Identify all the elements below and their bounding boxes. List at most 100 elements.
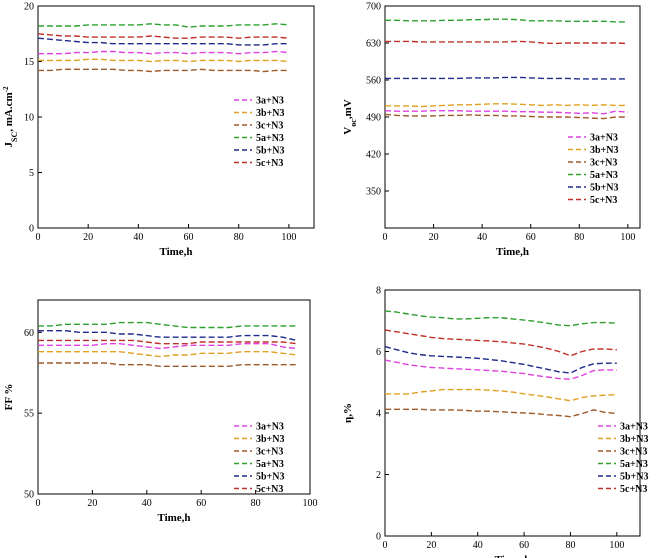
- x-tick-label: 80: [565, 540, 575, 551]
- legend-label: 3b+N3: [256, 434, 284, 445]
- y-tick-label: 700: [366, 2, 381, 13]
- x-tick-label: 20: [426, 540, 436, 551]
- x-tick-label: 40: [477, 232, 487, 243]
- legend-label: 3b+N3: [620, 434, 648, 445]
- series-line-5b+N3: [38, 330, 297, 342]
- x-tick-label: 100: [303, 498, 318, 509]
- x-axis-title: Time,h: [159, 246, 192, 258]
- x-tick-label: 100: [609, 540, 624, 551]
- x-tick-label: 80: [574, 232, 584, 243]
- series-line-3c+N3: [38, 362, 297, 367]
- series-line-5b+N3: [384, 345, 617, 374]
- y-axis-title: JSC, mA.cm-2: [2, 86, 19, 147]
- legend-label: 3b+N3: [590, 145, 618, 156]
- y-axis-title: η,%: [342, 403, 354, 423]
- legend-label: 3c+N3: [256, 447, 283, 458]
- legend-label: 3a+N3: [590, 133, 618, 144]
- y-axis-title: Voc,mV: [342, 99, 358, 134]
- series-line-3b+N3: [38, 351, 297, 358]
- plot-frame: [37, 299, 311, 495]
- y-tick-label: 20: [24, 2, 34, 13]
- legend-label: 5c+N3: [590, 195, 617, 206]
- x-tick-label: 80: [234, 232, 244, 243]
- series-line-5c+N3: [385, 40, 628, 45]
- y-tick-label: 350: [366, 187, 381, 198]
- series-line-3c+N3: [384, 113, 628, 120]
- legend-label: 5c+N3: [256, 158, 283, 169]
- legend-label: 5b+N3: [620, 472, 648, 483]
- series-line-3a+N3: [384, 359, 617, 380]
- legend-label: 5c+N3: [256, 484, 283, 495]
- x-tick-label: 0: [36, 232, 41, 243]
- y-tick-label: 0: [29, 224, 34, 235]
- x-tick-label: 100: [620, 232, 635, 243]
- chart-voc: 0 20 40 60 80 100 350 420 490 560 630 700 Time,h Voc,…: [342, 2, 641, 258]
- series-line-3c+N3: [385, 408, 617, 418]
- x-tick-label: 100: [281, 232, 296, 243]
- legend-label: 5a+N3: [256, 459, 284, 470]
- series-line-3a+N3: [38, 343, 297, 350]
- x-tick-label: 0: [383, 540, 388, 551]
- series-line-5c+N3: [38, 339, 297, 345]
- series-line-5b+N3: [385, 76, 628, 80]
- legend-label: 5b+N3: [256, 146, 284, 157]
- y-tick-label: 0: [376, 532, 381, 543]
- series-line-3c+N3: [38, 68, 289, 73]
- legend-label: 5a+N3: [620, 459, 648, 470]
- x-tick-label: 60: [519, 540, 529, 551]
- y-tick-label: 560: [366, 76, 381, 87]
- x-axis-title: Time, h: [495, 554, 531, 558]
- series-line-5a+N3: [38, 321, 297, 329]
- x-tick-label: 20: [429, 232, 439, 243]
- x-tick-label: 60: [526, 232, 536, 243]
- series-line-3b+N3: [385, 103, 628, 108]
- series-line-3b+N3: [385, 388, 617, 402]
- y-tick-label: 15: [24, 57, 34, 68]
- series-line-5a+N3: [384, 310, 617, 327]
- legend-label: 5b+N3: [256, 472, 284, 483]
- legend-label: 3a+N3: [256, 422, 284, 433]
- x-tick-label: 20: [87, 498, 97, 509]
- y-tick-label: 4: [376, 409, 381, 420]
- legend-label: 5b+N3: [590, 183, 618, 194]
- y-tick-label: 8: [376, 286, 381, 297]
- legend-label: 3a+N3: [256, 96, 284, 107]
- y-tick-label: 5: [29, 168, 34, 179]
- y-tick-label: 6: [376, 347, 381, 358]
- x-tick-label: 60: [184, 232, 194, 243]
- x-tick-label: 0: [383, 232, 388, 243]
- legend-label: 5c+N3: [620, 484, 647, 495]
- y-tick-label: 630: [366, 39, 381, 50]
- x-tick-label: 40: [142, 498, 152, 509]
- x-tick-label: 40: [473, 540, 483, 551]
- x-axis-title: Time,h: [496, 246, 529, 258]
- series-line-5c+N3: [384, 329, 617, 357]
- y-tick-label: 2: [376, 470, 381, 481]
- x-axis-title: Time,h: [157, 512, 190, 524]
- y-tick-label: 420: [366, 150, 381, 161]
- y-axis-title: FF %: [3, 384, 15, 411]
- x-tick-label: 20: [83, 232, 93, 243]
- series-line-5c+N3: [37, 33, 289, 39]
- y-tick-label: 490: [366, 113, 381, 124]
- y-tick-label: 50: [24, 490, 34, 501]
- y-tick-label: 10: [24, 113, 34, 124]
- series-line-3b+N3: [38, 58, 289, 63]
- y-tick-label: 60: [24, 328, 34, 339]
- chart-jsc: 0 20 40 60 80 100 0 5 10 15 20 Time,h JSC, mA.cm-2 3a…: [2, 2, 315, 258]
- legend-label: 3a+N3: [620, 422, 648, 433]
- series-line-5a+N3: [385, 18, 628, 23]
- series-line-3a+N3: [384, 109, 628, 115]
- x-tick-label: 40: [133, 232, 143, 243]
- x-tick-label: 60: [196, 498, 206, 509]
- series-line-3a+N3: [38, 50, 289, 55]
- legend-label: 5a+N3: [256, 133, 284, 144]
- series-line-5a+N3: [38, 23, 289, 28]
- x-tick-label: 80: [251, 498, 261, 509]
- series-line-5b+N3: [37, 37, 289, 46]
- y-tick-label: 55: [24, 409, 34, 420]
- legend-label: 3c+N3: [620, 447, 647, 458]
